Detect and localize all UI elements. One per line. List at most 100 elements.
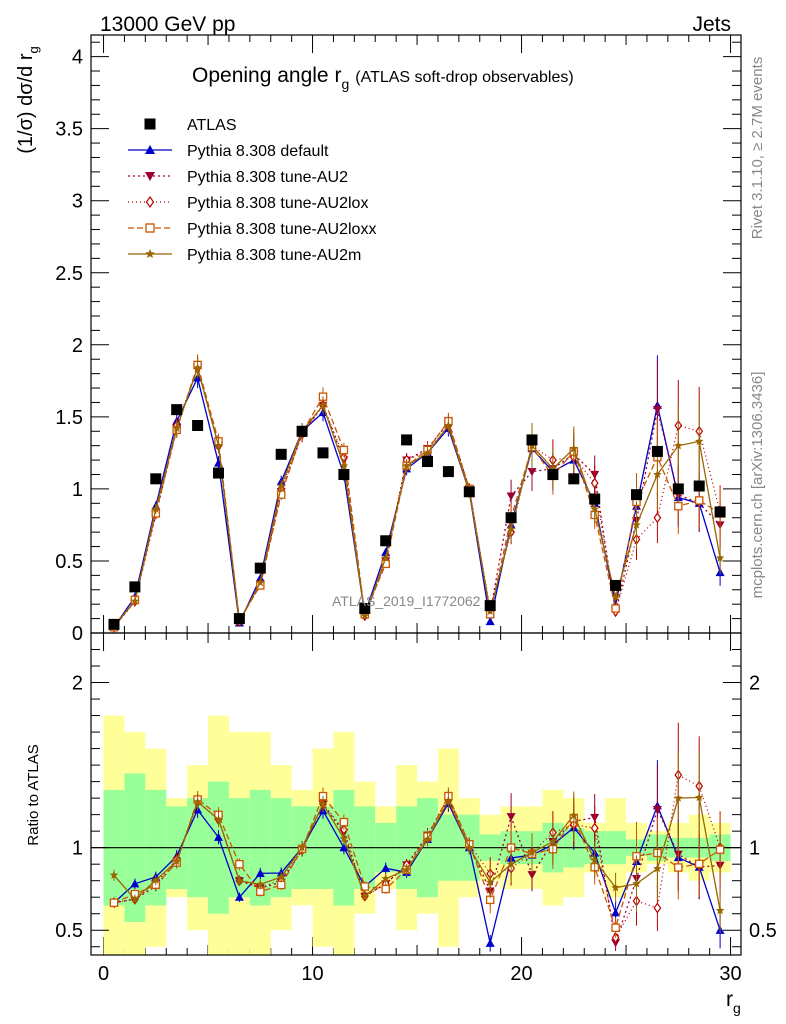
x-tick-label: 30 (719, 963, 741, 985)
series-4-point (130, 596, 140, 605)
series-1-point (506, 492, 516, 501)
plot-title-suffix: (ATLAS soft-drop observables) (355, 69, 573, 86)
y-tick-label: 1.5 (55, 407, 83, 429)
series-4-point (172, 423, 181, 433)
series-3-point (674, 501, 683, 511)
series-4-ratio-point (151, 875, 161, 884)
atlas-point (275, 448, 287, 460)
series-4-ratio-point (527, 848, 537, 857)
series-3-point (694, 496, 704, 505)
series-4-ratio-point (653, 864, 662, 873)
legend-label: Pythia 8.308 tune-AU2loxx (187, 221, 376, 238)
main-panel: 0 0.5 1 1.5 2 2.5 3 3.5 4 (55, 34, 742, 955)
series-0-ratio-point (485, 938, 495, 947)
atlas-point (421, 456, 433, 468)
series-3-ratio-point (381, 884, 390, 894)
ratio-y-tick-label: 0.5 (55, 920, 83, 942)
legend-marker (145, 195, 155, 209)
series-4-ratio-point (339, 834, 349, 843)
series-4-ratio-point (381, 874, 390, 883)
series-2-point (653, 512, 662, 524)
y-axis-label-sub: g (26, 46, 41, 53)
series-4-ratio-point (548, 837, 558, 846)
series-4-ratio-point (402, 865, 411, 874)
series-4-point (256, 578, 265, 587)
series-3-ratio-point (694, 859, 704, 869)
atlas-point (714, 506, 726, 518)
series-4-ratio-point (569, 810, 579, 819)
series-4-point (674, 441, 683, 450)
series-4-ratio-point (360, 891, 370, 900)
series-0-ratio-point (611, 908, 621, 917)
atlas-point (442, 466, 454, 478)
atlas-point (693, 480, 705, 492)
series-2-point (590, 477, 599, 489)
series-4-ratio-point (611, 883, 620, 892)
ratio-y-tick-label: 0.5 (749, 920, 777, 942)
series-3-point (611, 604, 620, 613)
series-4-ratio-point (193, 797, 202, 806)
y-tick-label: 0 (72, 623, 83, 645)
ratio-plot-area (109, 722, 725, 952)
series-4-ratio-point (172, 857, 181, 866)
x-axis-label-main: r (726, 988, 733, 1011)
legend-item: Pythia 8.308 tune-AU2 (128, 169, 348, 186)
legend-item: Pythia 8.308 tune-AU2m (128, 247, 361, 264)
legend-marker (145, 223, 155, 233)
atlas-point (296, 425, 308, 437)
rivet-label: Rivet 3.1.10, ≥ 2.7M events (749, 57, 766, 240)
series-4-point (611, 592, 620, 601)
series-4-ratio-point (694, 792, 704, 802)
series-4-point (569, 444, 579, 453)
legend-marker (145, 249, 155, 259)
y-tick-label: 2 (72, 335, 83, 357)
x-axis-label: rg (726, 988, 741, 1016)
series-4-ratio-point (423, 834, 432, 843)
legend: ATLAS Pythia 8.308 default Pythia 8.308 tu… (128, 117, 376, 264)
ratio-y-tick-label: 1 (749, 838, 760, 860)
legend-item: Pythia 8.308 tune-AU2loxx (128, 221, 376, 238)
atlas-point (568, 473, 580, 485)
series-4-point (423, 448, 432, 457)
legend-item: Pythia 8.308 tune-AU2lox (128, 195, 368, 212)
y-axis-label: (1/σ) dσ/d rg (15, 46, 41, 154)
legend-marker (145, 145, 155, 154)
series-0-ratio-line (113, 802, 721, 944)
series-4-point (715, 553, 725, 562)
atlas-point (401, 434, 413, 446)
legend-label: ATLAS (187, 117, 237, 134)
series-0-point (255, 573, 265, 582)
atlas-point (526, 434, 538, 446)
process-label: Jets (692, 13, 731, 36)
atlas-point (380, 535, 392, 547)
series-4-point (506, 524, 516, 533)
series-4-ratio-point (465, 843, 474, 852)
main-plot-area (108, 354, 726, 633)
atlas-point (338, 468, 350, 480)
atlas-point (233, 613, 245, 625)
series-4-point (339, 461, 349, 470)
series-4-ratio-point (632, 879, 641, 888)
series-4-point (653, 469, 662, 479)
atlas-point (589, 493, 601, 505)
atlas-point (359, 603, 371, 615)
series-4-point (402, 461, 411, 470)
analysis-label: ATLAS_2019_I1772062 (332, 593, 481, 609)
plot-title-main: Opening angle r (192, 64, 341, 87)
series-4-ratio-point (109, 870, 119, 879)
ratio-y-tick-label: 2 (749, 673, 760, 695)
series-3-ratio-point (339, 817, 349, 827)
legend-label: Pythia 8.308 default (187, 143, 329, 160)
series-4-ratio-line (113, 796, 721, 911)
mcplots-label: mcplots.cern.ch [arXiv:1306.3436] (749, 372, 766, 599)
legend-label: Pythia 8.308 tune-AU2 (187, 169, 348, 186)
series-4-ratio-point (444, 795, 453, 805)
legend-marker (144, 118, 156, 130)
series-2-ratio-line (113, 774, 721, 940)
series-4-ratio-point (485, 877, 495, 887)
atlas-point (171, 404, 183, 416)
plot-title: Opening angle rg (ATLAS soft-drop observa… (192, 64, 574, 92)
series-1-point (527, 468, 537, 477)
y-tick-label: 3 (72, 191, 83, 213)
series-0-point (485, 616, 495, 626)
